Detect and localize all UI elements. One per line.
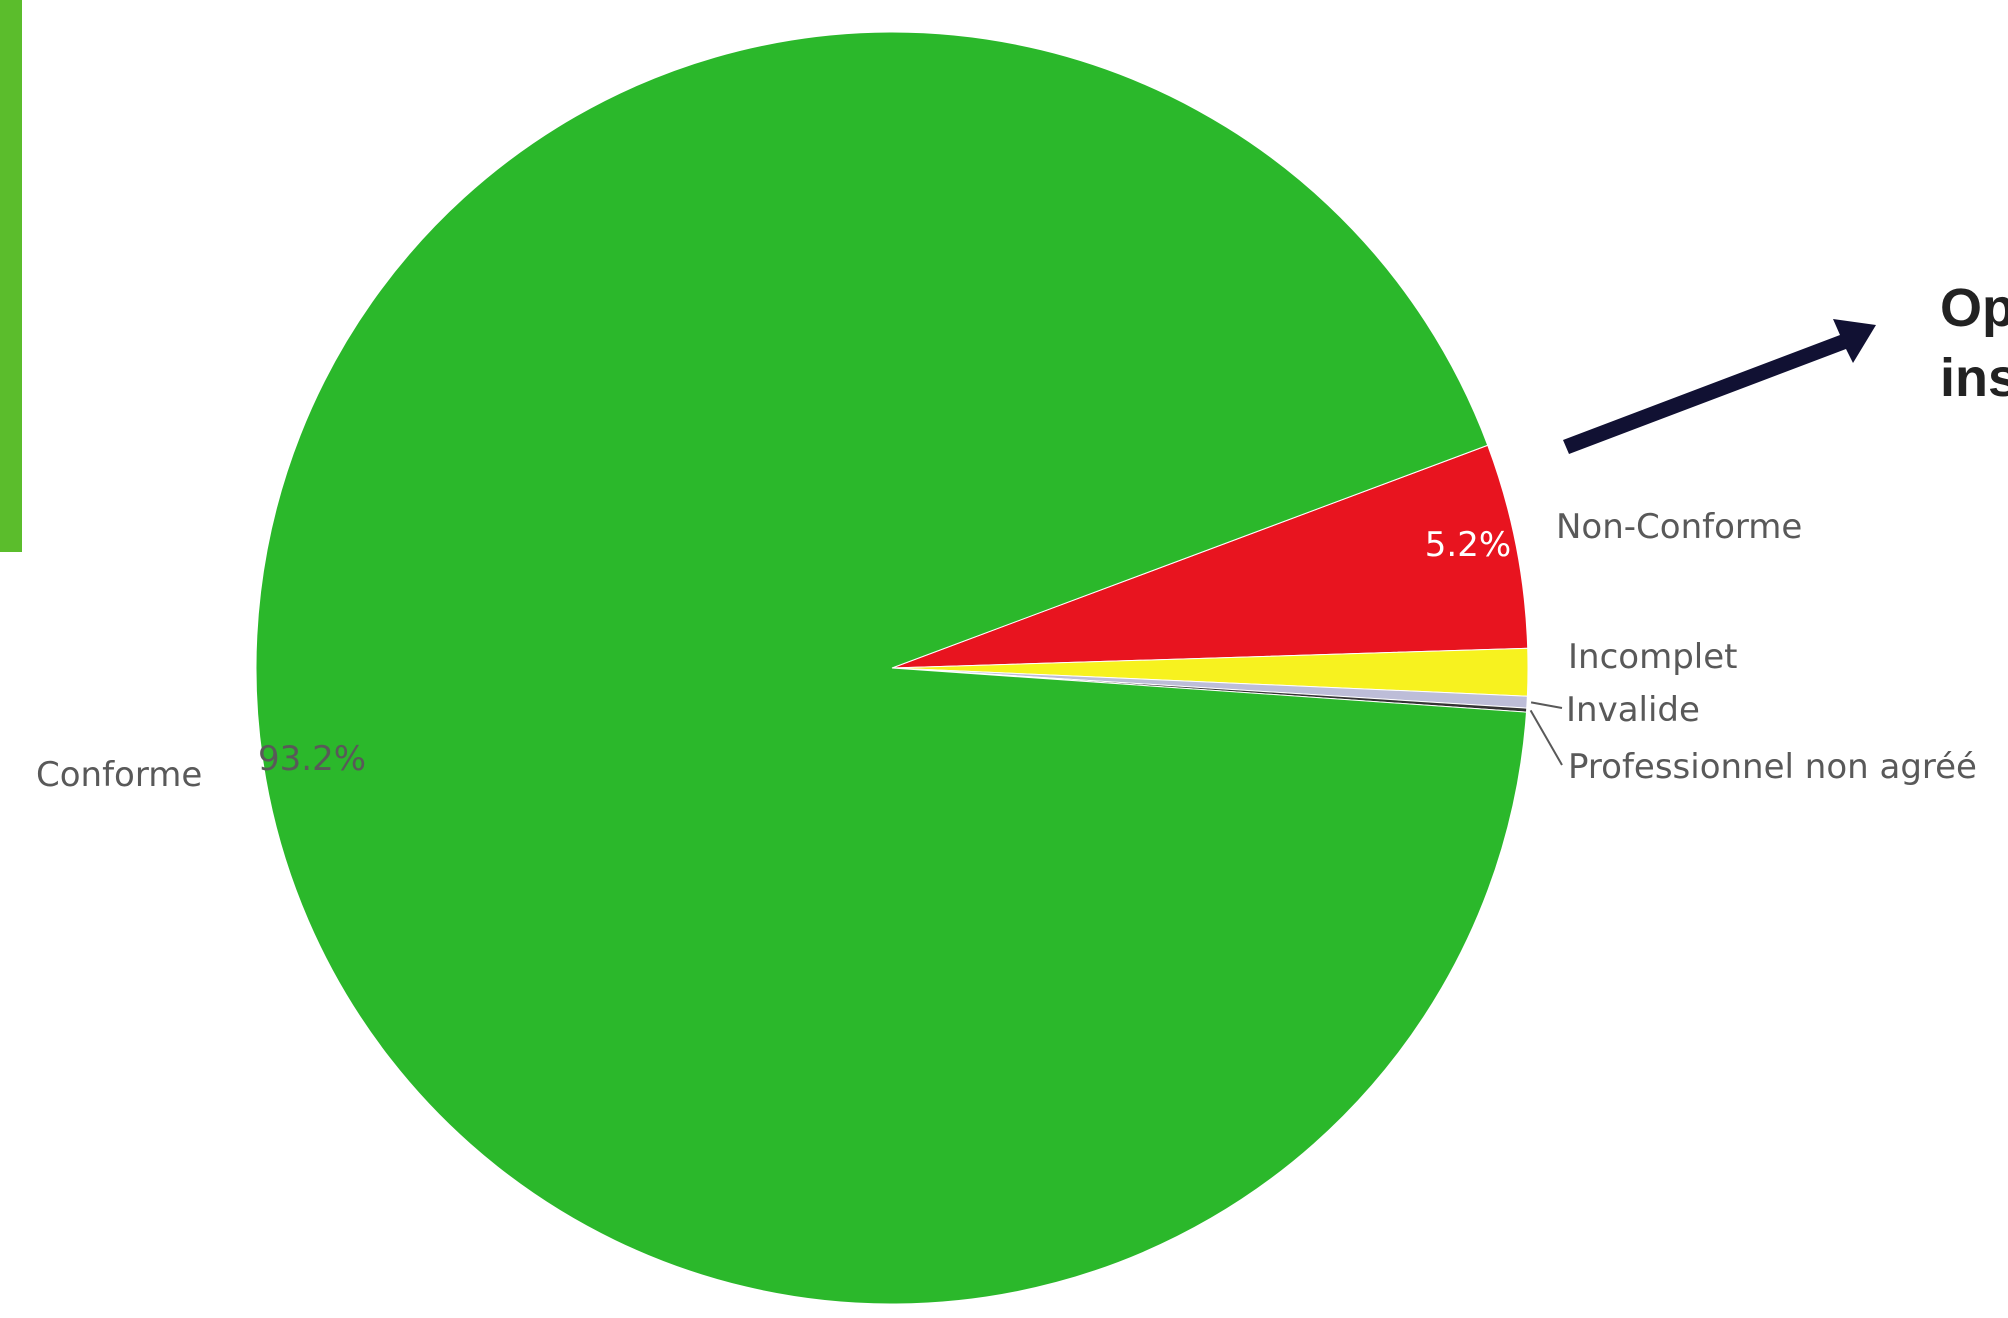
annotation-line-1: Op xyxy=(1940,278,2008,338)
accent-bar xyxy=(0,0,22,552)
annotation-line-2: ins xyxy=(1940,348,2008,408)
leader-line-invalide xyxy=(1530,701,1563,709)
pie-slice-non-conforme[interactable] xyxy=(891,444,1529,669)
leader-line-professionnel-non-agr- xyxy=(1529,709,1563,766)
slice-label-incomplet: Incomplet xyxy=(1568,637,1737,677)
pie-slice-conforme[interactable] xyxy=(255,31,1528,1305)
slice-label-invalide: Invalide xyxy=(1566,690,1700,730)
arrow-icon xyxy=(1563,319,1876,454)
value-label-conforme: 93.2% xyxy=(258,739,366,779)
slice-label-non-conforme: Non-Conforme xyxy=(1556,507,1802,547)
slice-label-conforme: Conforme xyxy=(36,755,202,795)
slice-label-professionnel: Professionnel non agréé xyxy=(1568,747,1977,787)
leader-lines xyxy=(1529,701,1563,766)
pie-slices xyxy=(255,31,1529,1305)
value-label-non-conforme: 5.2% xyxy=(1425,525,1511,565)
